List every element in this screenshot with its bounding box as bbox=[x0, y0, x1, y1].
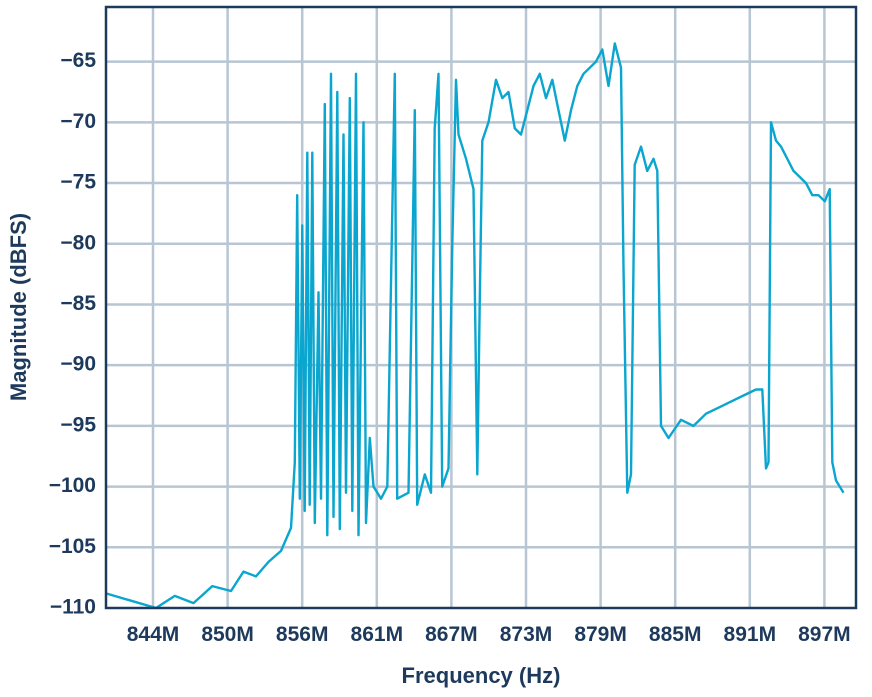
y-tick-label: −70 bbox=[60, 110, 96, 133]
x-tick-label: 879M bbox=[574, 623, 627, 646]
x-tick-label: 897M bbox=[798, 623, 851, 646]
y-tick-label: −100 bbox=[49, 474, 96, 497]
vertical-gridlines bbox=[151, 7, 826, 608]
x-tick-label: 844M bbox=[127, 623, 180, 646]
y-tick-label: −80 bbox=[60, 231, 96, 254]
y-tick-label: −90 bbox=[60, 353, 96, 376]
y-tick-labels: −65 −70 −75 −80 −85 −90 −95 −100 −105 −110 bbox=[49, 49, 97, 618]
y-tick-label: −75 bbox=[60, 171, 96, 194]
horizontal-gridlines bbox=[106, 60, 856, 549]
y-axis-title: Magnitude (dBFS) bbox=[6, 213, 31, 401]
x-tick-label: 856M bbox=[276, 623, 329, 646]
x-tick-label: 885M bbox=[649, 623, 702, 646]
y-tick-label: −65 bbox=[60, 49, 96, 72]
x-tick-label: 861M bbox=[351, 623, 404, 646]
x-tick-labels: 844M 850M 856M 861M 867M 873M 879M 885M 891M 897M bbox=[127, 623, 851, 646]
spectrum-trace bbox=[105, 42, 845, 610]
x-tick-label: 850M bbox=[201, 623, 254, 646]
y-tick-label: −110 bbox=[50, 596, 96, 619]
y-tick-label: −95 bbox=[60, 413, 96, 436]
x-tick-label: 867M bbox=[425, 623, 478, 646]
y-tick-label: −105 bbox=[49, 535, 97, 558]
plot-frame bbox=[104, 5, 858, 610]
x-tick-label: 891M bbox=[724, 623, 777, 646]
x-axis-title: Frequency (Hz) bbox=[402, 663, 561, 688]
x-tick-label: 873M bbox=[500, 623, 553, 646]
y-tick-label: −85 bbox=[60, 292, 96, 315]
